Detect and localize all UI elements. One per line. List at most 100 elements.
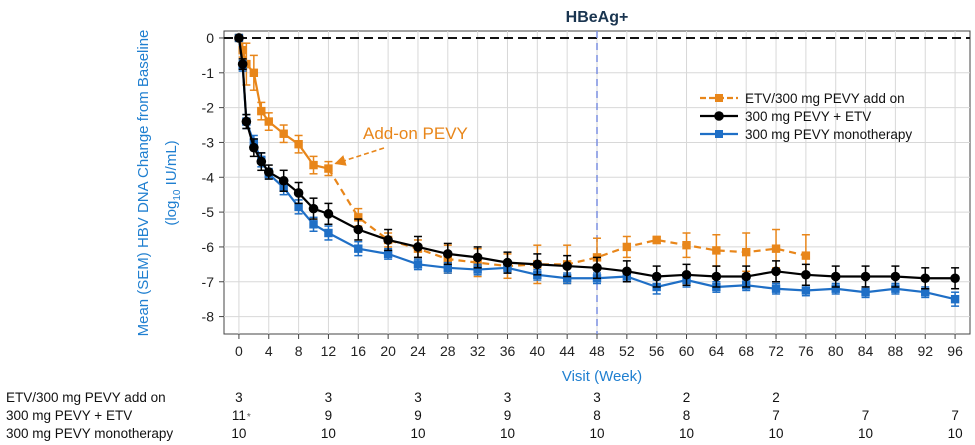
x-tick-label: 16: [350, 343, 366, 359]
n-at-risk-table: ETV/300 mg PEVY add on 3 3 3 3 3 2 2 300 mg PEVY…: [6, 390, 963, 441]
x-tick-label: 32: [470, 343, 486, 359]
legend-swatch-marker: [715, 94, 723, 102]
data-point: [238, 45, 247, 55]
data-point: [950, 273, 960, 284]
data-point: [830, 271, 841, 282]
legend-label: 300 mg PEVY monotherapy: [745, 127, 912, 142]
x-axis: 0 4 8 12 16 20 24 28 32 36 40 44 48 52 56 60 64 68 72 76 80 8…: [235, 334, 963, 359]
y-tick-label: -3: [202, 134, 215, 150]
n-at-risk-value: 9: [325, 408, 333, 423]
data-point: [950, 294, 960, 304]
y-tick-label: -7: [202, 274, 215, 290]
data-point: [651, 271, 662, 282]
data-point: [324, 164, 333, 173]
data-point: [771, 284, 781, 293]
x-tick-label: 48: [589, 343, 605, 359]
y-unit-prefix: (log: [163, 201, 180, 226]
data-point: [264, 117, 273, 126]
data-point: [293, 188, 304, 198]
data-point: [308, 203, 319, 214]
data-point: [309, 220, 318, 229]
data-point: [532, 259, 543, 270]
y-unit-suffix: IU/mL): [163, 140, 180, 189]
x-axis-title: Visit (Week): [562, 368, 642, 385]
data-point: [562, 274, 572, 283]
n-at-risk-value: 10: [769, 426, 784, 441]
n-at-risk-value: 8: [593, 408, 601, 423]
legend-swatch-marker: [714, 111, 724, 121]
n-at-risk-value: 3: [325, 390, 333, 405]
x-tick-label: 80: [828, 343, 844, 359]
y-axis-title-main: Mean (SEM) HBV DNA Change from Baseline: [135, 30, 152, 337]
x-tick-label: 64: [709, 343, 725, 359]
legend-label: ETV/300 mg PEVY add on: [745, 91, 905, 106]
data-point: [249, 68, 259, 77]
data-point: [622, 266, 632, 277]
n-at-risk-value: 9: [504, 408, 512, 423]
y-tick-label: -1: [202, 65, 215, 81]
n-at-risk-row-label: 300 mg PEVY + ETV: [6, 408, 132, 423]
y-tick-label: -5: [202, 204, 215, 220]
n-at-risk-value: 7: [862, 408, 870, 423]
data-point: [443, 249, 453, 259]
series-0: [234, 33, 811, 285]
data-point: [592, 263, 602, 273]
n-at-risk-value: 10: [679, 426, 694, 441]
n-at-risk-value: 3: [593, 390, 601, 405]
n-at-risk-value: 3: [235, 390, 243, 405]
gridlines: [224, 31, 970, 334]
n-at-risk-row-label: 300 mg PEVY monotherapy: [6, 426, 173, 441]
data-point: [682, 240, 691, 250]
y-tick-label: -6: [202, 239, 215, 255]
data-point: [354, 213, 363, 222]
n-at-risk-value: 10: [500, 426, 515, 441]
y-tick-label: -4: [202, 169, 215, 185]
x-tick-label: 24: [410, 343, 426, 359]
x-tick-label: 68: [738, 343, 754, 359]
data-point: [921, 288, 930, 297]
data-point: [443, 263, 452, 273]
data-point: [771, 244, 781, 253]
data-point: [353, 224, 364, 235]
y-axis-title-unit: (log10 IU/mL): [163, 140, 183, 225]
x-tick-label: 76: [798, 343, 814, 359]
n-at-risk-value: 11: [232, 408, 246, 423]
n-at-risk-value: 9: [414, 408, 422, 423]
data-point: [294, 139, 303, 149]
data-point: [278, 175, 289, 186]
data-point: [831, 284, 840, 293]
x-tick-label: 88: [888, 343, 904, 359]
data-point: [294, 202, 303, 212]
n-at-risk-value: 10: [231, 426, 246, 441]
data-point: [741, 271, 751, 282]
x-tick-label: 8: [295, 343, 303, 359]
x-tick-label: 72: [768, 343, 784, 359]
data-point: [652, 235, 661, 245]
n-at-risk-value: 2: [772, 390, 780, 405]
data-point: [241, 116, 252, 127]
legend: ETV/300 mg PEVY add on 300 mg PEVY + ETV 3…: [700, 91, 912, 142]
x-tick-label: 92: [917, 343, 933, 359]
x-tick-label: 52: [619, 343, 635, 359]
data-point: [324, 228, 333, 238]
n-at-risk-value: 3: [504, 390, 512, 405]
data-point: [383, 235, 393, 245]
legend-swatch-marker: [715, 130, 723, 138]
data-point: [860, 271, 871, 282]
series-line: [237, 37, 329, 170]
data-point: [742, 247, 751, 257]
x-tick-label: 84: [858, 343, 874, 359]
data-point: [354, 244, 363, 253]
n-at-risk-footnote-mark: *: [247, 412, 251, 423]
data-point: [472, 252, 483, 263]
data-point: [413, 242, 423, 252]
data-point: [861, 288, 870, 297]
legend-label: 300 mg PEVY + ETV: [745, 109, 871, 124]
data-point: [801, 286, 811, 295]
n-at-risk-value: 2: [683, 390, 691, 405]
x-tick-label: 56: [649, 343, 665, 359]
data-point: [890, 271, 901, 282]
n-at-risk-value: 10: [858, 426, 873, 441]
data-point: [801, 269, 811, 280]
